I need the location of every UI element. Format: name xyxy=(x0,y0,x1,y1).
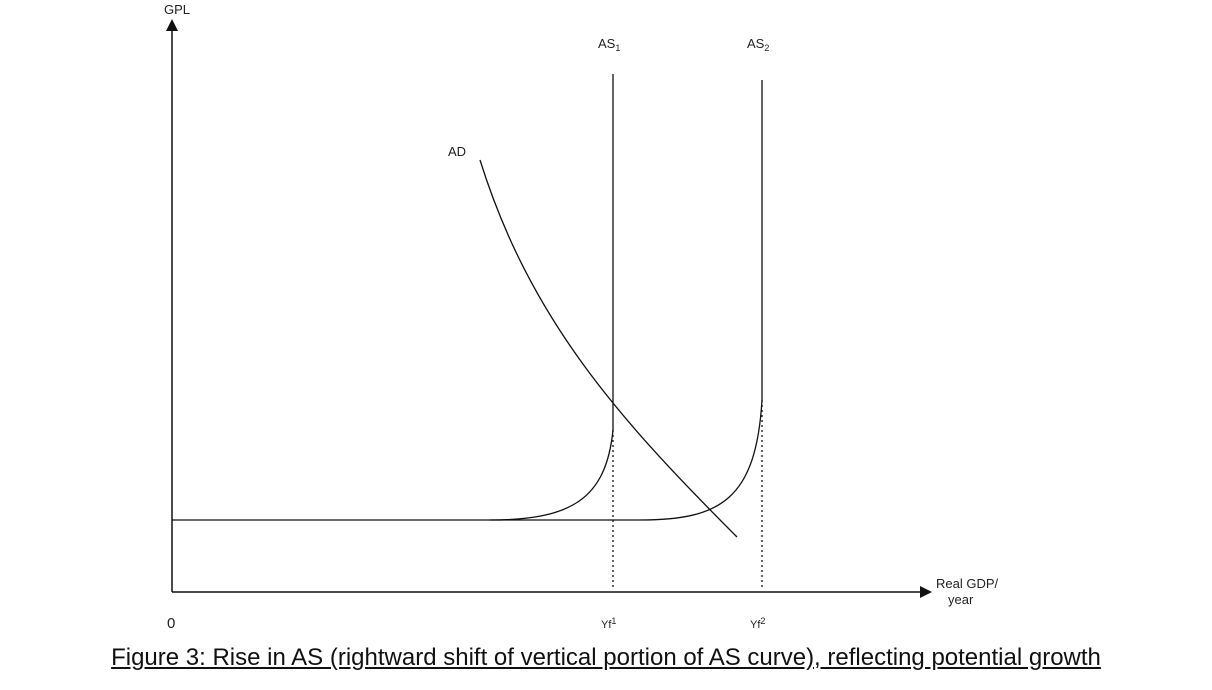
figure-caption: Figure 3: Rise in AS (rightward shift of… xyxy=(111,644,1101,671)
as-ad-diagram: GPL Real GDP/ year 0 AS1 AS2 AD Yf1 Yf2 xyxy=(164,2,999,632)
ad-label: AD xyxy=(448,144,466,159)
x-axis-label-line2: year xyxy=(948,592,974,607)
as1-label: AS1 xyxy=(598,36,620,53)
as2-curve xyxy=(490,80,763,521)
origin-label: 0 xyxy=(167,615,175,632)
yf2-label: Yf2 xyxy=(750,616,765,631)
y-axis-label: GPL xyxy=(164,2,190,17)
yf1-label: Yf1 xyxy=(601,616,616,631)
as2-label: AS2 xyxy=(747,36,769,53)
as1-curve xyxy=(489,74,614,521)
ad-curve xyxy=(479,159,738,538)
x-axis-label-line1: Real GDP/ xyxy=(936,576,999,591)
